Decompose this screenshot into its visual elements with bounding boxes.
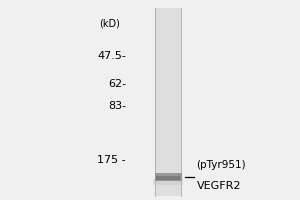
Bar	[153, 179, 183, 185]
Text: 62-: 62-	[108, 79, 126, 89]
Text: 47.5-: 47.5-	[97, 51, 126, 61]
Text: 175 -: 175 -	[98, 155, 126, 165]
Text: 83-: 83-	[108, 101, 126, 111]
Text: (pTyr951): (pTyr951)	[196, 160, 246, 170]
Text: VEGFR2: VEGFR2	[196, 181, 241, 191]
Bar	[154, 173, 182, 181]
Text: (kD): (kD)	[99, 19, 120, 29]
Bar	[156, 176, 180, 180]
Bar	[155, 8, 181, 196]
